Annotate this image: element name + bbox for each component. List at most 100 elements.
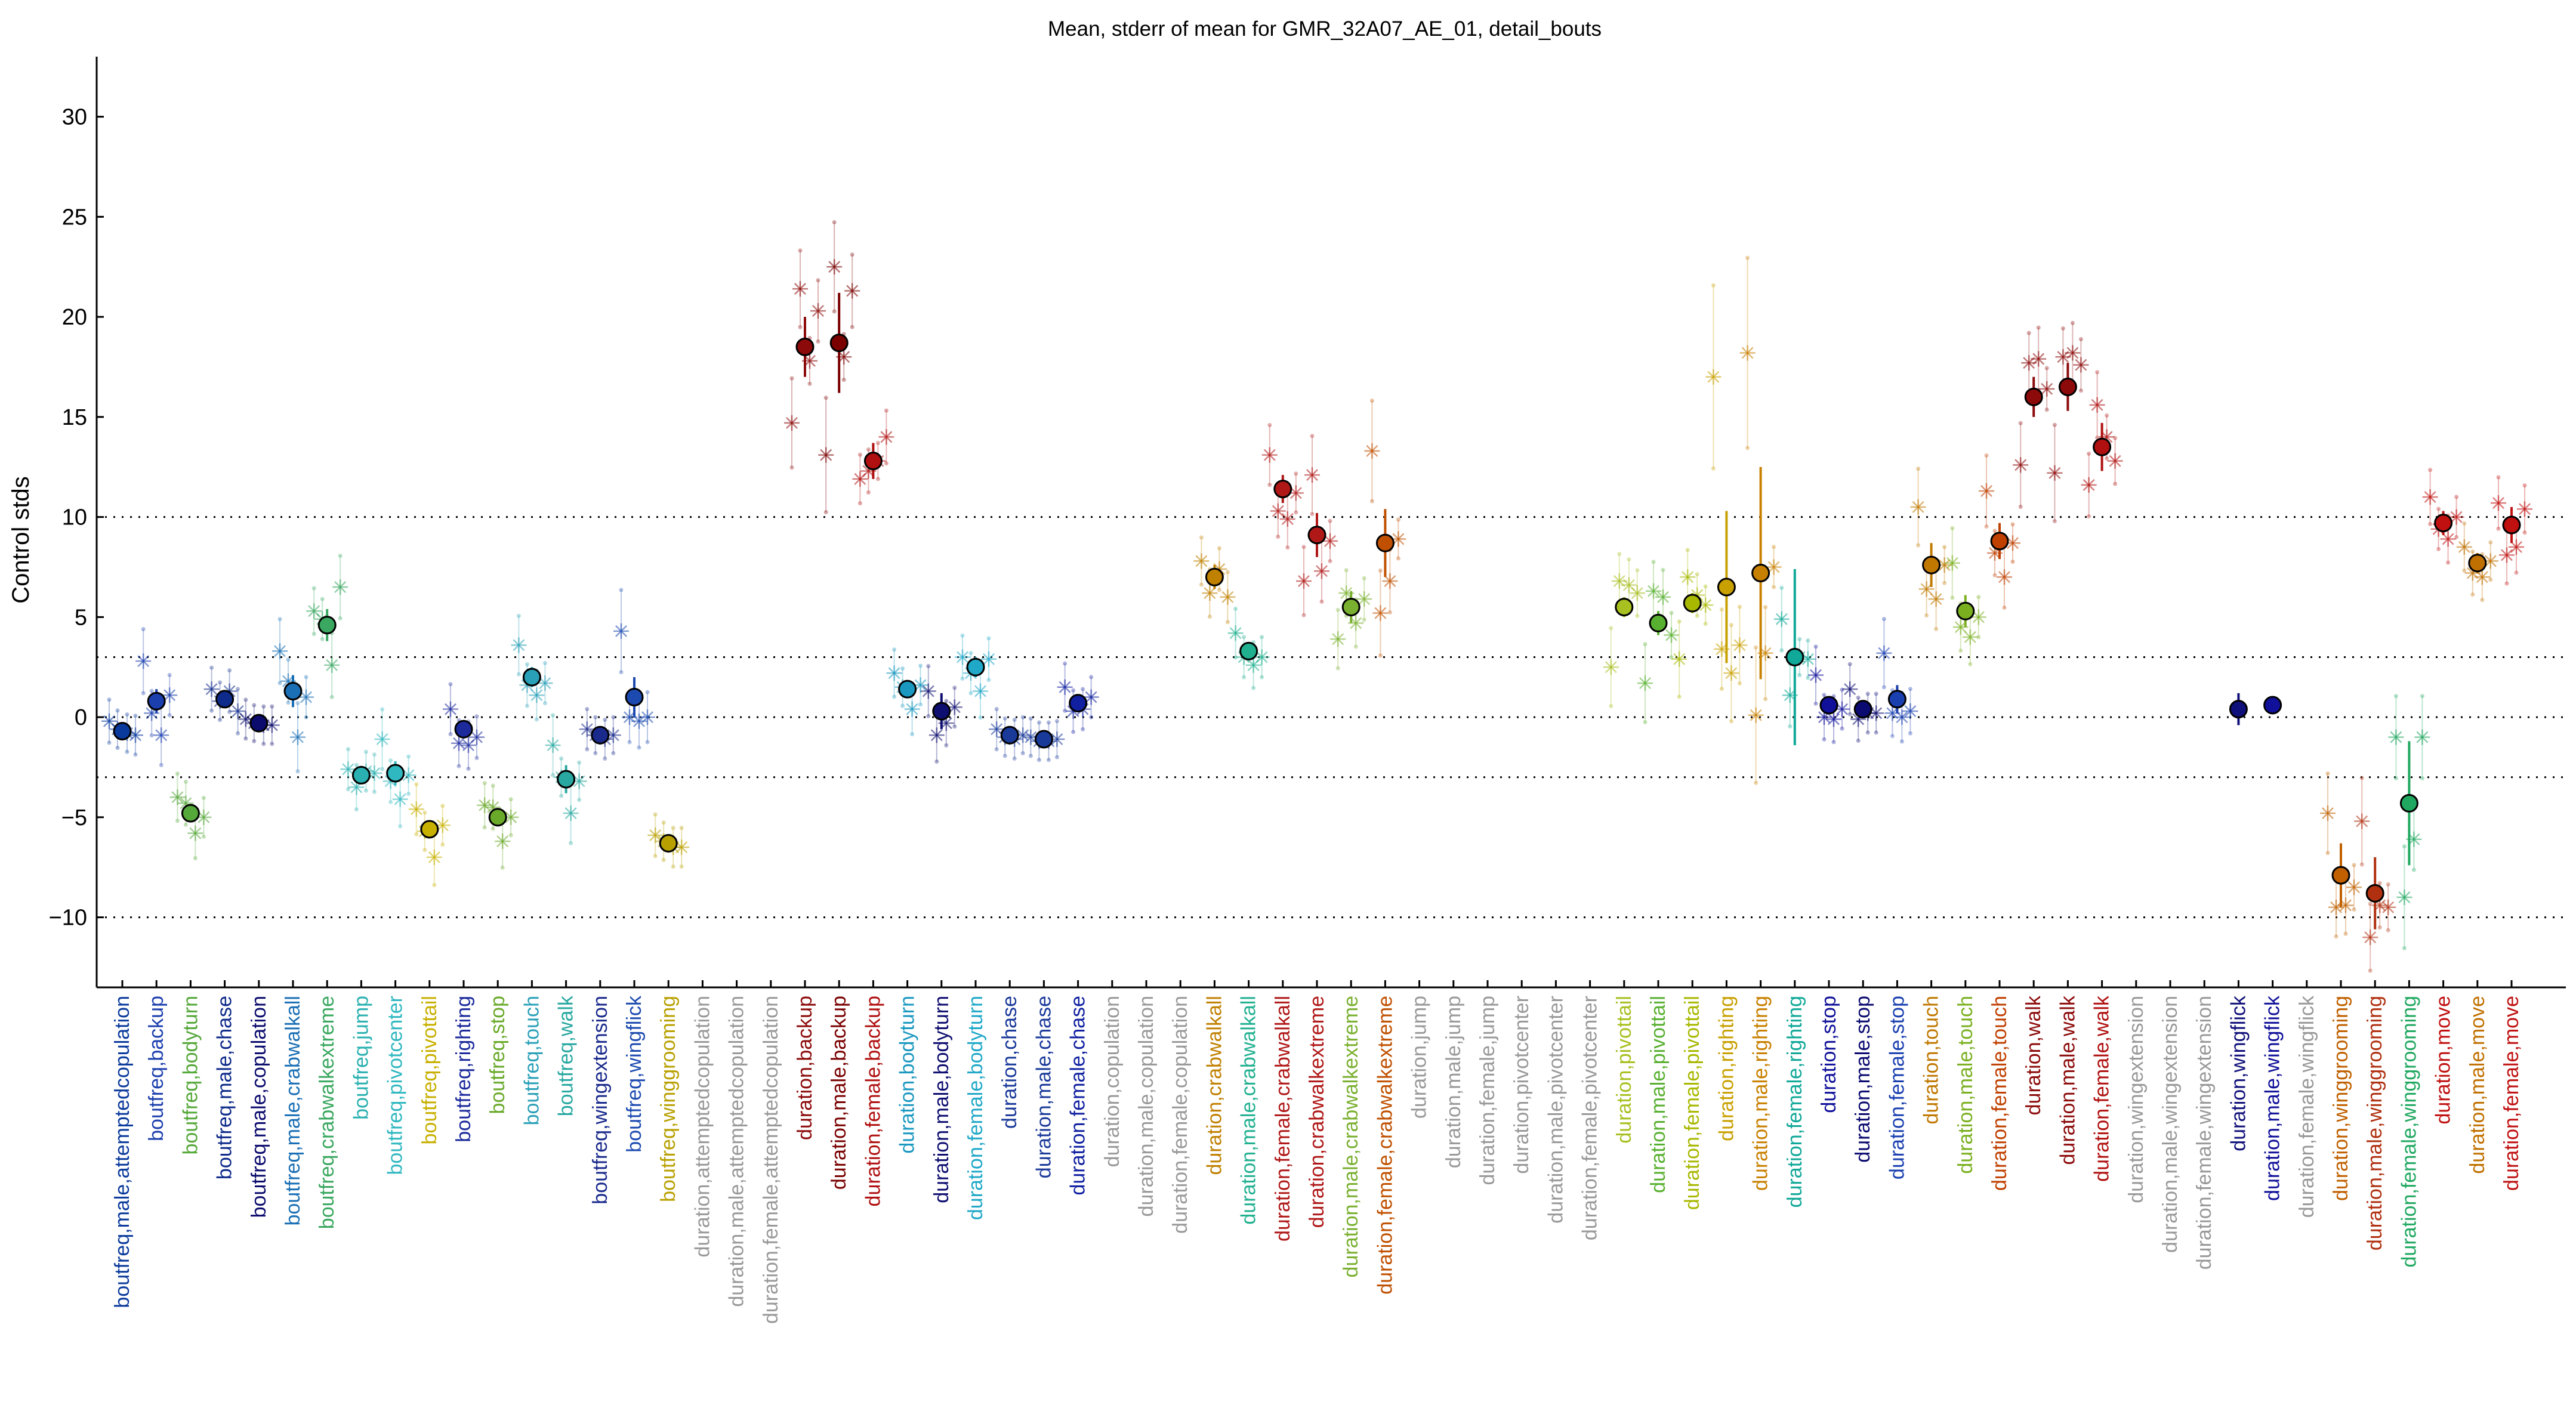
sample-star-stroke — [436, 819, 449, 832]
mean-marker — [1683, 594, 1702, 613]
sample-dot — [1369, 399, 1374, 403]
x-tick-label: duration,male,touch — [1954, 996, 1977, 1174]
sample-dot — [1806, 638, 1810, 643]
sample-star-stroke — [1605, 661, 1617, 674]
x-tick-label: duration,move — [2432, 996, 2455, 1124]
sample-star-stroke — [1801, 653, 1814, 665]
x-tick-label: boutfreq,wingextension — [589, 996, 612, 1205]
sample-dot — [218, 680, 223, 685]
sample-star-stroke — [1699, 599, 1712, 612]
category-marks — [2456, 521, 2498, 603]
sample-dot — [910, 732, 915, 737]
category-marks — [2422, 468, 2464, 565]
sample-star-stroke — [1657, 591, 1669, 603]
sample-star-stroke — [394, 793, 406, 805]
x-tick-label: duration,male,stop — [1852, 996, 1874, 1163]
sample-dot — [236, 731, 240, 736]
sample-star-stroke — [846, 285, 859, 297]
x-tick-label: duration,chase — [998, 996, 1021, 1129]
sample-dot — [1719, 687, 1724, 691]
x-tick-label: duration,female,crabwalkextreme — [1374, 996, 1396, 1295]
sample-dot — [1916, 467, 1921, 471]
sample-dot — [474, 714, 479, 719]
category-marks — [1057, 661, 1099, 734]
sample-dot — [345, 747, 350, 752]
sample-dot — [2504, 581, 2509, 586]
sample-dot — [1225, 620, 1230, 625]
sample-dot — [2325, 851, 2330, 856]
sample-dot — [270, 742, 274, 746]
sample-dot — [2436, 546, 2441, 551]
sample-dot — [1772, 585, 1776, 589]
sample-dot — [1984, 524, 1989, 529]
mean-marker — [1853, 700, 1872, 719]
sample-dot — [1627, 557, 1631, 562]
sample-dot — [1950, 595, 1955, 600]
sample-dot — [1695, 572, 1699, 577]
x-tick-label: boutfreq,backup — [145, 996, 168, 1141]
mean-marker — [829, 333, 849, 353]
sample-dot — [115, 746, 120, 751]
sample-star-stroke — [1281, 512, 1294, 525]
sample-dot — [209, 708, 214, 713]
sample-star-stroke — [300, 691, 312, 703]
sample-star-stroke — [786, 416, 798, 429]
sample-star-stroke — [1810, 669, 1822, 681]
sample-star-stroke — [2075, 359, 2087, 371]
sample-dot — [1950, 526, 1955, 530]
sample-star-stroke — [2091, 399, 2103, 411]
sample-dot — [2377, 881, 2382, 885]
sample-dot — [2393, 776, 2398, 781]
sample-star-stroke — [2109, 455, 2121, 467]
x-tick-label: duration,male,move — [2466, 996, 2489, 1174]
x-tick-label: duration,male,crabwalkextreme — [1340, 996, 1362, 1277]
category-marks — [1364, 399, 1406, 658]
sample-dot — [380, 767, 385, 771]
sample-dot — [1745, 446, 1750, 450]
sample-star-stroke — [103, 715, 115, 727]
sample-star-stroke — [2340, 899, 2352, 912]
sample-dot — [798, 248, 803, 253]
category-marks — [1296, 434, 1338, 617]
mean-marker — [557, 770, 576, 789]
sample-dot — [542, 660, 547, 665]
sample-dot — [508, 797, 513, 802]
category-marks — [1979, 453, 2020, 610]
sample-dot — [1251, 685, 1256, 690]
sample-star-stroke — [342, 763, 354, 776]
sample-dot — [2010, 560, 2015, 564]
x-tick-label: duration,female,touch — [1988, 996, 2011, 1191]
sample-dot — [1651, 560, 1656, 564]
sample-star-stroke — [2364, 931, 2377, 944]
sample-dot — [466, 767, 471, 771]
sample-dot — [968, 651, 973, 656]
sample-dot — [1353, 644, 1358, 649]
sample-dot — [1260, 635, 1264, 640]
sample-star-stroke — [1998, 571, 2010, 583]
sample-dot — [884, 461, 889, 466]
category-marks — [477, 780, 519, 870]
sample-dot — [2070, 320, 2075, 325]
sample-dot — [372, 752, 377, 757]
sample-dot — [1294, 510, 1298, 515]
sample-dot — [1924, 613, 1929, 618]
sample-dot — [2454, 535, 2459, 539]
sample-dot — [398, 824, 403, 829]
category-marks — [443, 682, 485, 771]
sample-dot — [338, 616, 343, 621]
sample-dot — [994, 747, 999, 752]
sample-dot — [1362, 617, 1366, 622]
sample-dot — [2377, 925, 2382, 930]
sample-dot — [286, 700, 291, 705]
category-marks — [579, 707, 621, 761]
sample-star-stroke — [180, 797, 192, 810]
sample-star-stroke — [1085, 691, 1097, 703]
x-tick-label: duration,female,bodyturn — [964, 996, 987, 1220]
x-tick-label: boutfreq,male,attemptedcopulation — [111, 996, 134, 1308]
sample-dot — [1002, 754, 1007, 758]
sample-dot — [900, 703, 905, 708]
sample-dot — [354, 807, 359, 812]
sample-dot — [304, 715, 308, 719]
x-tick-label: duration,attemptedcopulation — [691, 996, 714, 1258]
sample-dot — [1881, 617, 1886, 622]
